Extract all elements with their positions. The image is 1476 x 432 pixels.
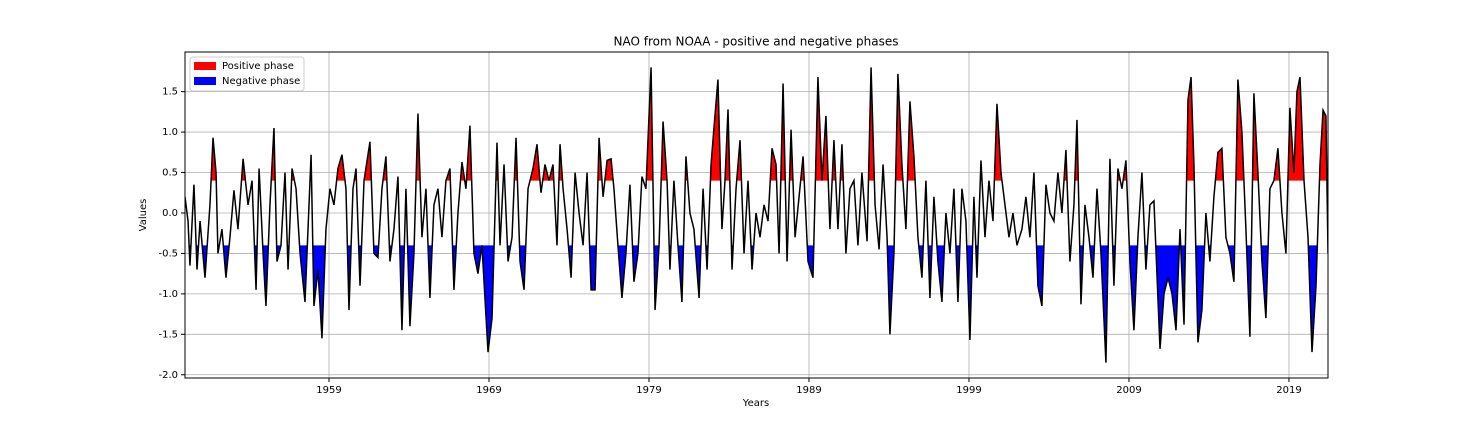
- x-tick-label: 1969: [476, 385, 501, 396]
- y-tick-label: 0.0: [162, 208, 178, 219]
- y-axis-label: Values: [138, 199, 149, 232]
- y-tick-label: 0.5: [162, 168, 178, 179]
- x-tick-label: 1999: [956, 385, 981, 396]
- y-tick-label: -0.5: [158, 248, 178, 259]
- legend-label: Positive phase: [222, 61, 294, 72]
- x-tick-label: 2019: [1276, 385, 1301, 396]
- phase-fill: [336, 154, 346, 181]
- y-tick-label: -1.5: [158, 329, 178, 340]
- phase-fill: [936, 245, 945, 302]
- legend-swatch: [194, 77, 216, 85]
- y-tick-label: -2.0: [158, 370, 178, 381]
- phase-fill: [1215, 148, 1224, 181]
- legend-swatch: [194, 62, 216, 70]
- series-line: [185, 67, 1328, 363]
- legend: Positive phase Negative phase: [189, 56, 305, 92]
- y-tick-label: 1.0: [162, 127, 178, 138]
- plot-frame: [184, 51, 1329, 379]
- phase-fill: [807, 245, 814, 278]
- legend-frame: [189, 56, 305, 92]
- phase-fill: [211, 137, 217, 181]
- legend-label: Negative phase: [222, 76, 300, 87]
- phase-fill: [887, 245, 895, 335]
- x-tick-label: 1979: [636, 385, 661, 396]
- x-tick-label: 2009: [1116, 385, 1141, 396]
- plot-area: [185, 67, 1328, 363]
- y-tick-label: 1.5: [162, 87, 178, 98]
- y-tick-label: -1.0: [158, 289, 178, 300]
- x-tick-label: 1989: [796, 385, 821, 396]
- x-axis-label: Years: [742, 398, 769, 409]
- phase-fill: [473, 245, 482, 274]
- x-tick-label: 1959: [316, 385, 341, 396]
- phase-fill: [1319, 110, 1327, 181]
- chart-title: NAO from NOAA - positive and negative ph…: [614, 35, 899, 49]
- phase-fill: [617, 245, 627, 298]
- phase-fill: [1129, 245, 1138, 331]
- phase-fill: [1308, 245, 1318, 353]
